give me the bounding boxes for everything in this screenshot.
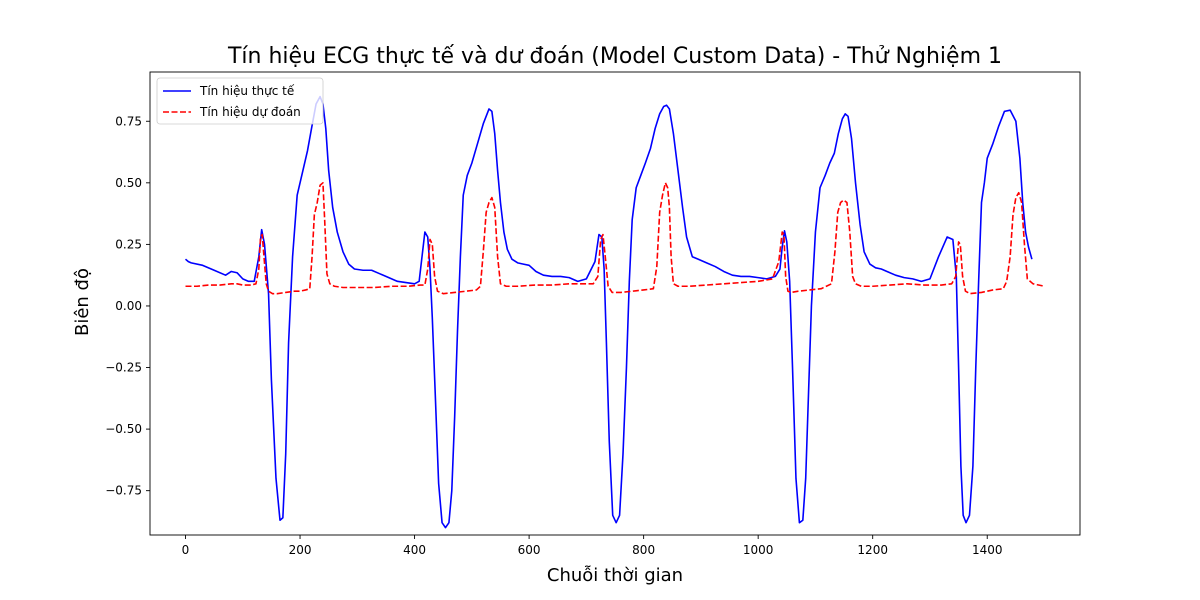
chart-title: Tín hiệu ECG thực tế và dư đoán (Model C… [227,44,1002,69]
plot-area: 0 200 400 600 800 1000 1200 1400 −0.75 −0.50 −0.25… [105,71,1081,557]
x-tick-label: 1000 [743,543,774,557]
x-tick-label: 200 [289,543,312,557]
x-axis-title: Chuỗi thời gian [547,565,683,586]
y-tick-label: −0.50 [105,422,142,436]
y-tick-label: 0.75 [115,114,142,128]
x-tick-label: 400 [403,543,426,557]
x-tick-label: 800 [632,543,655,557]
legend-box [156,77,324,125]
series-line-1 [184,95,1033,529]
x-tick-label: 1400 [972,543,1003,557]
x-tick-label: 600 [518,543,541,557]
x-tick-label: 1200 [857,543,888,557]
y-tick-label: −0.25 [105,361,142,375]
y-axis-title: Biên độ [72,268,93,336]
y-tick-label: 0.00 [115,299,142,313]
legend-label-2: Tín hiệu dự đoán [199,105,301,119]
y-tick-label: 0.25 [115,237,142,251]
y-tick-label: −0.75 [105,484,142,498]
y-tick-label: 0.50 [115,176,142,190]
legend-label-1: Tín hiệu thực tế [199,84,295,98]
series-line-2 [185,182,1045,295]
x-tick-label: 0 [182,543,190,557]
axes-frame [149,71,1081,536]
